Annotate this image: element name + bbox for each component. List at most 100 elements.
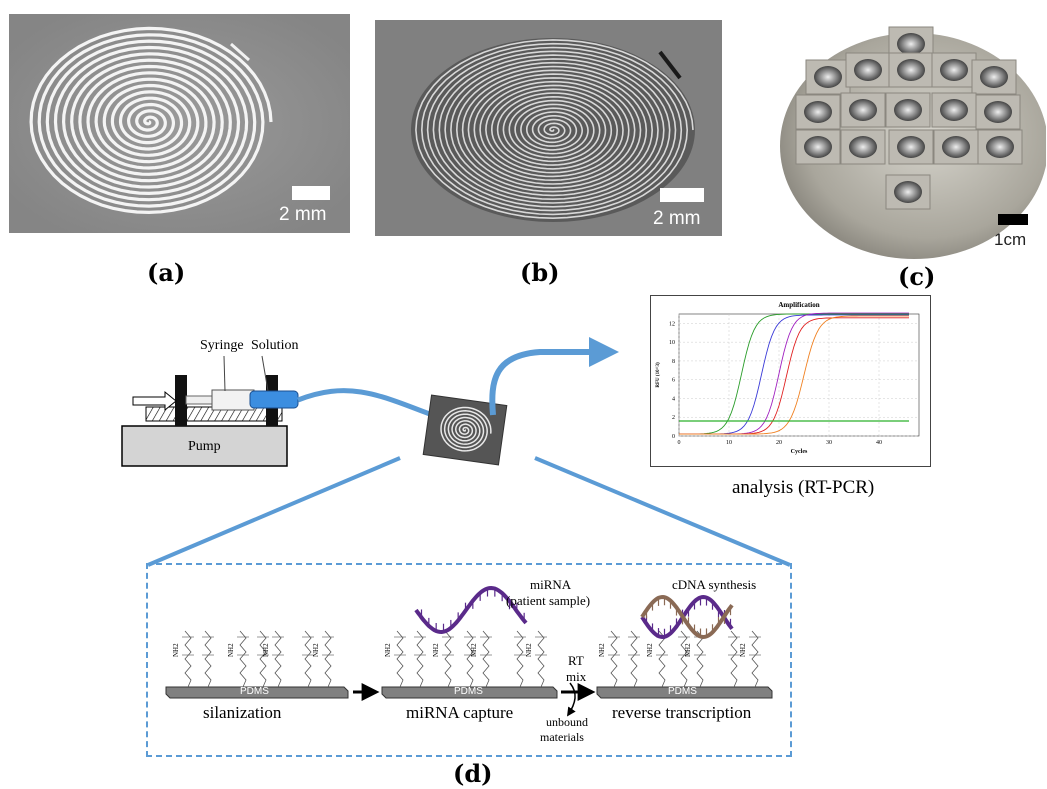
silane-chain bbox=[274, 630, 282, 688]
spiral-channel bbox=[29, 26, 273, 215]
silane-chain bbox=[239, 630, 247, 688]
silane-chain bbox=[537, 630, 545, 688]
push-arrow bbox=[132, 390, 177, 412]
silane-chain bbox=[466, 630, 474, 688]
spiral-disc bbox=[986, 136, 1014, 158]
materials-label: materials bbox=[540, 730, 584, 744]
pump-box bbox=[121, 425, 288, 467]
scale-bar-label: 2 mm bbox=[279, 204, 327, 225]
silane-chain bbox=[751, 630, 759, 688]
spiral-disc bbox=[849, 99, 877, 121]
amine-label: NH2 bbox=[312, 643, 320, 657]
amplification-curve bbox=[679, 313, 909, 435]
amine-label: NH2 bbox=[739, 643, 747, 657]
y-tick-label: 12 bbox=[669, 321, 675, 327]
spiral-disc bbox=[894, 99, 922, 121]
spiral-disc bbox=[804, 101, 832, 123]
amine-label: NH2 bbox=[684, 643, 692, 657]
process-diagram-box: NH2 NH2 NH2 NH2 NH2 NH2 NH2 NH2 NH2 NH2 NH2 NH2 PDM… bbox=[146, 563, 792, 757]
silane-chain bbox=[184, 630, 192, 688]
spiral-disc bbox=[940, 99, 968, 121]
y-tick-label: 0 bbox=[672, 434, 675, 440]
substrate-label-1: PDMS bbox=[240, 686, 269, 697]
spiral-disc bbox=[814, 66, 842, 88]
y-tick-label: 6 bbox=[672, 378, 675, 384]
amine-label: NH2 bbox=[525, 643, 533, 657]
y-axis-label: RFU (10^3) bbox=[656, 362, 661, 388]
spiral-channel bbox=[415, 39, 694, 220]
silane-chain bbox=[482, 630, 490, 688]
cdna-label: cDNA synthesis bbox=[672, 577, 757, 592]
substrate-3 bbox=[596, 686, 773, 699]
wafer-die bbox=[840, 129, 886, 165]
silane-chain bbox=[658, 630, 666, 688]
amine-label: NH2 bbox=[470, 643, 478, 657]
silane-chain bbox=[204, 630, 212, 688]
spiral-disc bbox=[940, 59, 968, 81]
substrate-label-3: PDMS bbox=[668, 686, 697, 697]
pump-post-left bbox=[175, 375, 187, 426]
panel-label-d: (d) bbox=[453, 759, 493, 788]
wafer-image bbox=[780, 26, 1047, 259]
silane-chain bbox=[696, 630, 704, 688]
x-axis-label: Cycles bbox=[791, 449, 808, 455]
panel-label-a: (a) bbox=[147, 258, 186, 287]
pump-label: Pump bbox=[188, 439, 221, 454]
cdna-strand bbox=[640, 594, 734, 640]
spiral-disc bbox=[897, 59, 925, 81]
silane-chain bbox=[610, 630, 618, 688]
rt-label: RT bbox=[568, 653, 584, 668]
amine-label: NH2 bbox=[646, 643, 654, 657]
silane-chain bbox=[730, 630, 738, 688]
substrate-label-2: PDMS bbox=[454, 686, 483, 697]
chart-svg: Amplification 0 10 20 30 40 0 2 4 6 8 10 12 Cycles RFU… bbox=[656, 301, 920, 455]
spiral-disc bbox=[894, 181, 922, 203]
silane-chain bbox=[680, 630, 688, 688]
syringe-barrel bbox=[211, 389, 255, 411]
y-tick-label: 8 bbox=[672, 359, 675, 365]
y-tick-label: 4 bbox=[672, 396, 675, 402]
spiral-disc bbox=[980, 66, 1008, 88]
step-label-rt: reverse transcription bbox=[612, 703, 752, 722]
y-tick-label: 2 bbox=[672, 415, 675, 421]
chip-spiral bbox=[440, 406, 492, 452]
scale-bar bbox=[998, 214, 1028, 225]
tubing bbox=[297, 388, 441, 421]
panel-label-c: (c) bbox=[898, 262, 936, 291]
substrate-1 bbox=[165, 686, 349, 699]
x-tick-label: 40 bbox=[876, 440, 882, 446]
amine-label: NH2 bbox=[172, 643, 180, 657]
amine-label: NH2 bbox=[227, 643, 235, 657]
scale-bar-label: 1cm bbox=[994, 230, 1027, 249]
y-tick-label: 10 bbox=[669, 340, 675, 346]
amplification-chart: Amplification 0 10 20 30 40 0 2 4 6 8 10 12 Cycles RFU… bbox=[650, 295, 931, 467]
silane-chain bbox=[259, 630, 267, 688]
amplification-curve bbox=[679, 314, 909, 435]
spiral-disc bbox=[897, 33, 925, 55]
step-label-silanization: silanization bbox=[203, 703, 282, 722]
spiral-chip bbox=[422, 394, 508, 466]
scale-bar bbox=[292, 186, 330, 200]
panel-a-image: 2 mm bbox=[9, 14, 350, 233]
x-tick-label: 10 bbox=[726, 440, 732, 446]
process-diagram: NH2 NH2 NH2 NH2 NH2 NH2 NH2 NH2 NH2 NH2 NH2 NH2 bbox=[165, 585, 773, 717]
x-tick-label: 30 bbox=[826, 440, 832, 446]
mix-label: mix bbox=[566, 669, 587, 684]
substrate-2 bbox=[381, 686, 558, 699]
step-label-capture: miRNA capture bbox=[406, 703, 514, 722]
silane-chain bbox=[304, 630, 312, 688]
silane-chain bbox=[416, 630, 424, 688]
solution-fill bbox=[249, 390, 299, 409]
spiral-disc bbox=[849, 136, 877, 158]
spiral-disc bbox=[897, 136, 925, 158]
spiral-disc bbox=[854, 59, 882, 81]
mirna-label: miRNA bbox=[530, 577, 572, 592]
outlet-arrow bbox=[489, 337, 619, 416]
amine-label: NH2 bbox=[262, 643, 270, 657]
silane-chain bbox=[444, 630, 452, 688]
silane-chain bbox=[630, 630, 638, 688]
spiral-disc bbox=[984, 101, 1012, 123]
panel-label-b: (b) bbox=[520, 258, 560, 287]
panel-b-image: 2 mm bbox=[375, 20, 722, 236]
